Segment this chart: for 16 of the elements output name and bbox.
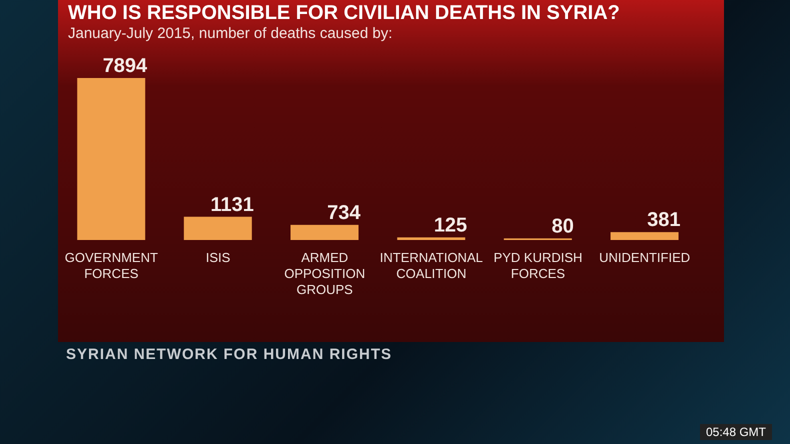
data-label: 381 bbox=[647, 209, 681, 232]
x-tick-label: UNIDENTIFIED bbox=[599, 250, 690, 265]
text: 05:48 GMT bbox=[700, 424, 772, 440]
x-tick-label: ARMED OPPOSITION GROUPS bbox=[284, 250, 366, 297]
data-label: 125 bbox=[434, 214, 468, 236]
x-tick-label: PYD KURDISH FORCES bbox=[494, 250, 582, 281]
x-tick-label: ISIS bbox=[206, 250, 231, 265]
x-tick-label: GOVERNMENT FORCES bbox=[64, 250, 158, 281]
text: SYRIAN NETWORK FOR HUMAN RIGHTS bbox=[66, 346, 392, 363]
chart-title: WHO IS RESPONSIBLE FOR CIVILIAN DEATHS IN SYRIA? bbox=[67, 1, 621, 25]
chart-subtitle: January-July 2015, number of deaths caused by: bbox=[67, 25, 394, 42]
data-label: 1131 bbox=[210, 194, 254, 216]
data-label: 734 bbox=[327, 202, 362, 224]
data-label: 7894 bbox=[102, 55, 148, 77]
x-tick-label: INTERNATIONAL COALITION bbox=[380, 250, 483, 281]
data-label: 80 bbox=[552, 215, 574, 238]
